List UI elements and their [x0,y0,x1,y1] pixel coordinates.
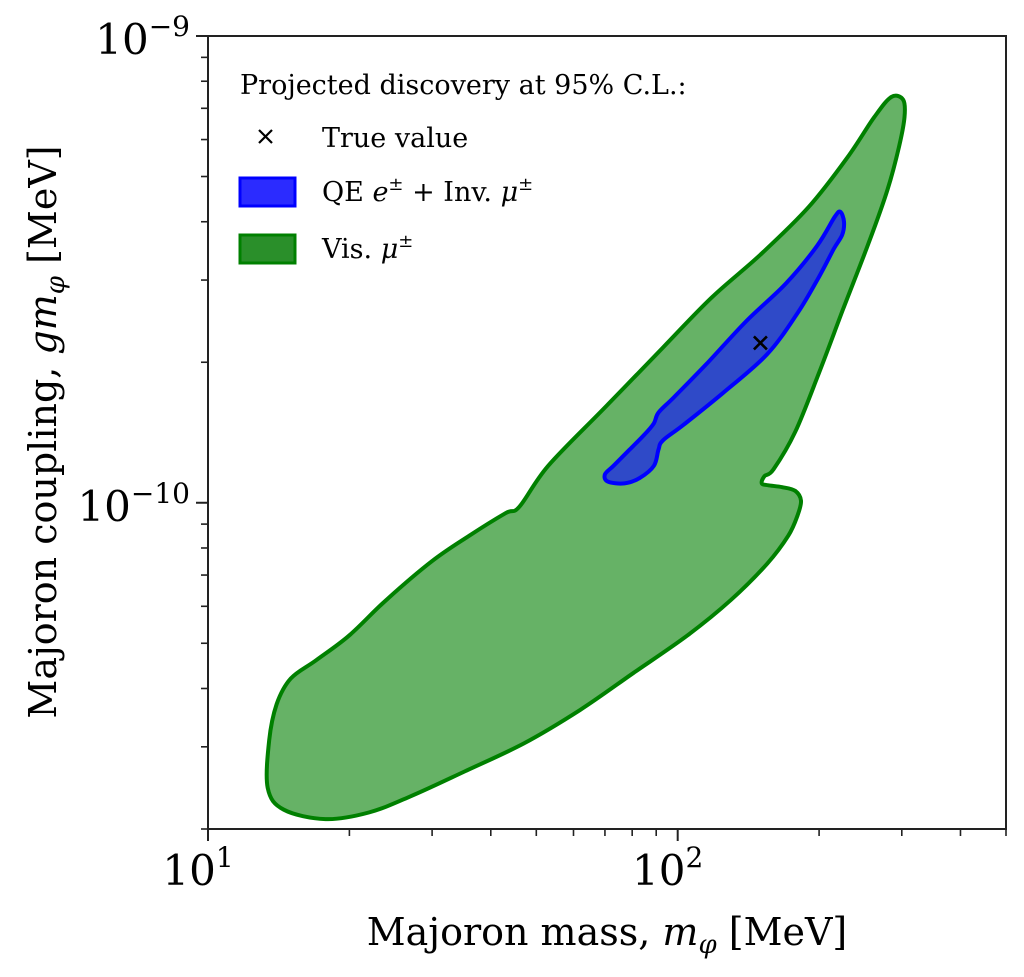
x-axis-label: Majoron mass, mφ [MeV] [367,910,848,960]
x-tick-labels: 101 102 [162,841,703,895]
contour-vis-mu [264,93,907,822]
y-tick-label: 10−10 [77,477,190,531]
y-axis-label: Majoron coupling, gmφ [MeV] [21,145,71,718]
legend-label-qe: QE e± + Inv. μ± [322,174,533,208]
legend-label-vis: Vis. μ± [321,231,413,265]
x-tick-label: 101 [162,841,233,895]
true-value-x-stroke [752,335,768,351]
x-axis-ticks [207,829,1007,841]
legend-patch-green [238,233,297,265]
legend-entry-qe: QE e± + Inv. μ± [238,174,533,208]
true-value-marker [752,335,768,351]
plot-area [264,93,907,822]
contour-qe-inv-mu [602,209,847,486]
legend-patch-blue [238,176,297,208]
y-tick-label: 10−9 [95,10,190,64]
x-tick-label: 102 [632,841,703,895]
contours [264,93,907,822]
y-axis-ticks [196,35,208,830]
legend-label-true-value: True value [322,123,468,154]
legend-title: Projected discovery at 95% C.L.: [240,70,687,101]
y-tick-labels: 10−10 10−9 [77,10,190,531]
legend: Projected discovery at 95% C.L.: True va… [238,70,687,265]
legend-entry-vis: Vis. μ± [238,231,413,265]
axes-frame [207,35,1007,830]
legend-entry-true-value: True value [258,123,468,154]
x-marker-icon [258,129,273,144]
